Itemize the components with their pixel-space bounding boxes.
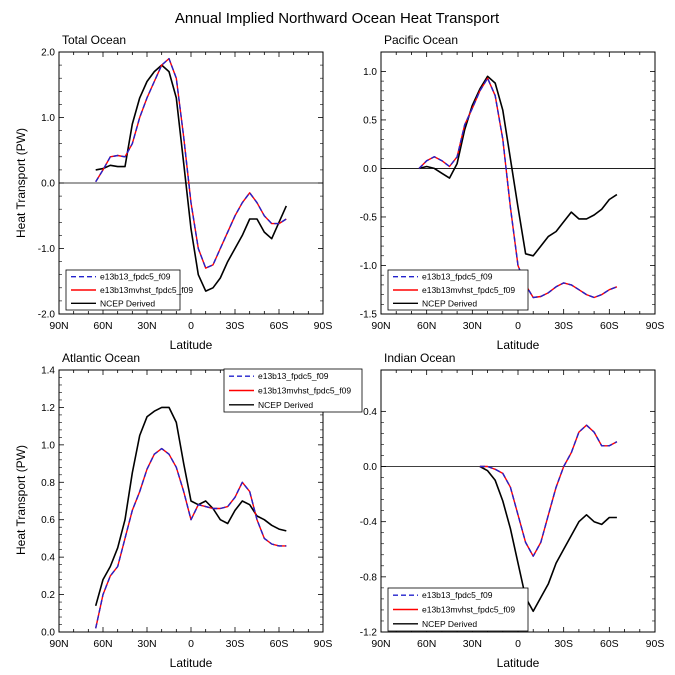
p0-ytick-label: 2.0	[41, 48, 55, 59]
p2-ytick-label: 0.4	[41, 553, 55, 564]
p0-legend-label: NCEP Derived	[100, 298, 155, 308]
p0-ytick-label: -1.0	[38, 244, 56, 255]
p1-xtick-label: 60N	[417, 320, 436, 332]
p3-xtick-label: 90S	[646, 638, 665, 650]
p1-xtick-label: 90N	[371, 320, 390, 332]
p3-xtick-label: 30S	[554, 638, 573, 650]
p2-legend-label: e13b13mvhst_fpdc5_f09	[258, 386, 351, 396]
p1-title: Pacific Ocean	[384, 33, 458, 47]
p2-ytick-label: 0.0	[41, 628, 55, 639]
p2-xlabel: Latitude	[170, 656, 213, 670]
left-ylabel-top: Heat Transport (PW)	[14, 128, 28, 238]
p3-ytick-label: -1.2	[360, 628, 378, 639]
figure-title: Annual Implied Northward Ocean Heat Tran…	[175, 10, 500, 27]
p0-xlabel: Latitude	[170, 338, 213, 352]
left-ylabel-bottom: Heat Transport (PW)	[14, 445, 28, 555]
p2-series-ncep	[94, 406, 287, 607]
p2-title: Atlantic Ocean	[62, 351, 140, 365]
p1-xtick-label: 30N	[463, 320, 482, 332]
p3-series-model	[479, 424, 618, 557]
p0-xtick-label: 60S	[270, 320, 289, 332]
p3-xlabel: Latitude	[497, 656, 540, 670]
p0-ytick-label: -2.0	[38, 310, 56, 321]
p3-series-ncep	[479, 465, 617, 613]
p0-legend-label: e13b13mvhst_fpdc5_f09	[100, 285, 193, 295]
p2-xtick-label: 60N	[93, 638, 112, 650]
p1-ytick-label: -1.5	[360, 310, 378, 321]
p1-xtick-label: 90S	[646, 320, 665, 332]
p3-xtick-label: 90N	[371, 638, 390, 650]
p2-series-mvhst	[95, 447, 287, 629]
p0-title: Total Ocean	[62, 33, 126, 47]
p2-xtick-label: 60S	[270, 638, 289, 650]
p0-xtick-label: 90N	[49, 320, 68, 332]
p3-xtick-label: 60N	[417, 638, 436, 650]
p2-ytick-label: 0.8	[41, 478, 55, 489]
p3-series-mvhst	[479, 424, 618, 557]
p2-xtick-label: 30S	[226, 638, 245, 650]
p1-legend-label: e13b13mvhst_fpdc5_f09	[422, 285, 515, 295]
p0-xtick-label: 30N	[137, 320, 156, 332]
p2-ytick-label: 1.2	[41, 403, 55, 414]
p0-xtick-label: 30S	[226, 320, 245, 332]
p1-legend-label: e13b13_fpdc5_f09	[422, 272, 493, 282]
p2-xtick-label: 30N	[137, 638, 156, 650]
p0-xtick-label: 90S	[314, 320, 333, 332]
p1-xtick-label: 0	[515, 320, 521, 332]
p2-xtick-label: 90N	[49, 638, 68, 650]
p2-legend-label: NCEP Derived	[258, 400, 313, 410]
p2-ytick-label: 0.2	[41, 590, 55, 601]
p0-series-mvhst	[95, 57, 287, 269]
p1-ytick-label: 0.5	[363, 115, 377, 126]
p3-legend-label: e13b13mvhst_fpdc5_f09	[422, 605, 515, 615]
p2-ytick-label: 1.4	[41, 366, 55, 377]
p2-xtick-label: 90S	[314, 638, 333, 650]
p3-ytick-label: -0.4	[360, 517, 378, 528]
p3-ytick-label: -0.8	[360, 572, 378, 583]
p1-legend-label: NCEP Derived	[422, 298, 477, 308]
p3-xtick-label: 0	[515, 638, 521, 650]
p0-xtick-label: 0	[188, 320, 194, 332]
p2-ytick-label: 0.6	[41, 515, 55, 526]
p3-ytick-label: 0.4	[363, 407, 377, 418]
p0-xtick-label: 60N	[93, 320, 112, 332]
p2-xtick-label: 0	[188, 638, 194, 650]
p3-xtick-label: 30N	[463, 638, 482, 650]
p2-ytick-label: 1.0	[41, 440, 55, 451]
p1-ytick-label: 1.0	[363, 67, 377, 78]
p0-series-ncep	[95, 64, 288, 292]
p1-ytick-label: -0.5	[360, 212, 378, 223]
p3-legend-label: NCEP Derived	[422, 619, 477, 629]
p0-legend-label: e13b13_fpdc5_f09	[100, 272, 171, 282]
p1-xtick-label: 30S	[554, 320, 573, 332]
p0-ytick-label: 1.0	[41, 113, 55, 124]
p3-legend-label: e13b13_fpdc5_f09	[422, 590, 493, 600]
p1-series-model	[418, 77, 618, 299]
p2-series-model	[95, 447, 287, 629]
p3-xtick-label: 60S	[600, 638, 619, 650]
p0-ytick-label: 0.0	[41, 179, 55, 190]
p3-title: Indian Ocean	[384, 351, 455, 365]
p0-series-model	[95, 57, 287, 269]
p1-ytick-label: 0.0	[363, 164, 377, 175]
p2-legend-label: e13b13_fpdc5_f09	[258, 371, 329, 381]
p1-series-ncep	[418, 75, 618, 257]
p3-ytick-label: 0.0	[363, 462, 377, 473]
p1-xtick-label: 60S	[600, 320, 619, 332]
p1-ytick-label: -1.0	[360, 261, 378, 272]
p1-xlabel: Latitude	[497, 338, 540, 352]
